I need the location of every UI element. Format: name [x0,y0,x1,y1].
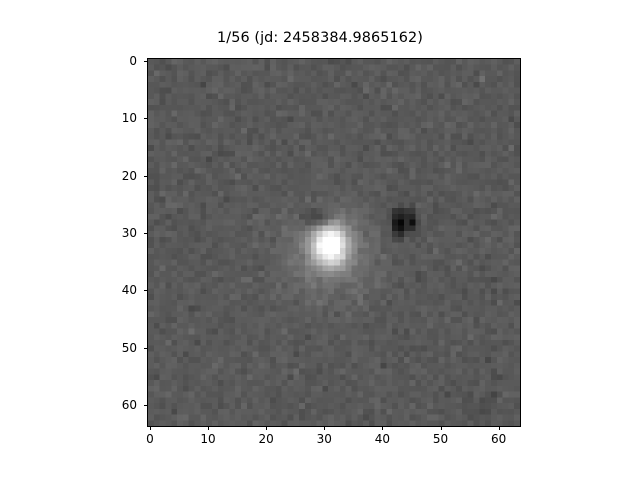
x-tick-mark [498,426,500,430]
y-tick-label: 10 [121,111,137,126]
x-tick-mark [208,426,210,430]
x-tick-mark [382,426,384,430]
x-tick-mark [324,426,326,430]
x-tick-label: 20 [258,432,274,446]
astronomical-image-heatmap[interactable] [148,59,520,426]
y-tick-label: 20 [121,168,137,183]
x-tick-mark [266,426,268,430]
x-tick-mark [440,426,442,430]
x-tick-label: 30 [316,432,332,446]
y-tick-mark [143,404,147,406]
x-tick-label: 60 [491,432,507,446]
x-tick-label: 50 [432,432,449,446]
x-tick-label: 40 [374,432,391,446]
y-tick-label: 50 [121,340,137,355]
x-tick-mark [149,426,151,430]
image-axes[interactable] [147,58,521,427]
y-tick-label: 0 [129,53,137,68]
y-tick-label: 60 [121,397,137,412]
y-tick-mark [143,347,147,349]
y-tick-mark [143,118,147,120]
y-tick-label: 30 [121,225,137,240]
page-title: 1/56 (jd: 2458384.9865162) [216,30,424,46]
x-tick-label: 10 [200,432,216,446]
y-tick-mark [143,175,147,177]
y-tick-mark [143,60,147,62]
y-tick-mark [143,290,147,292]
x-tick-label: 0 [146,432,154,446]
y-tick-label: 40 [121,283,137,298]
y-tick-mark [143,232,147,234]
